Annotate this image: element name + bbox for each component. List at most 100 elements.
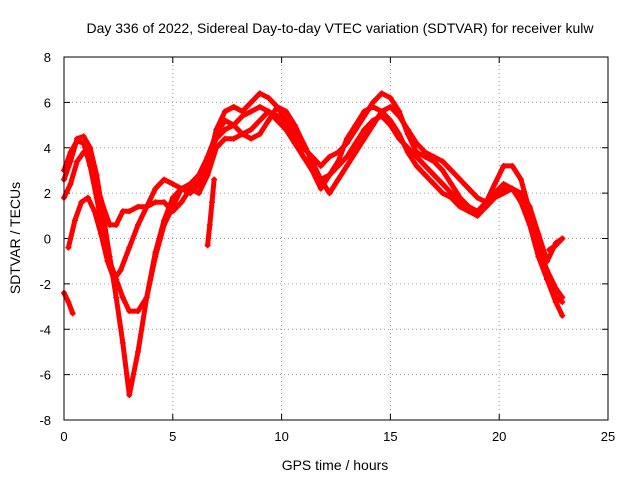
data-point bbox=[230, 135, 237, 142]
series-track-4 bbox=[65, 103, 566, 283]
series-track-6 bbox=[204, 176, 218, 249]
data-point bbox=[84, 194, 91, 201]
x-tick-label: 10 bbox=[274, 429, 288, 444]
data-point bbox=[126, 308, 133, 315]
data-point bbox=[65, 244, 72, 251]
data-point bbox=[465, 208, 472, 215]
data-point bbox=[291, 135, 298, 142]
y-tick-label: 2 bbox=[44, 186, 51, 201]
x-axis-label: GPS time / hours bbox=[282, 457, 389, 473]
data-point bbox=[396, 112, 403, 119]
data-point bbox=[152, 199, 159, 206]
data-point bbox=[430, 171, 437, 178]
data-point bbox=[119, 208, 126, 215]
x-tick-label: 20 bbox=[492, 429, 506, 444]
data-point bbox=[161, 176, 168, 183]
data-point bbox=[161, 199, 168, 206]
data-point bbox=[439, 167, 446, 174]
data-point bbox=[134, 203, 141, 210]
data-point bbox=[97, 230, 104, 237]
data-point bbox=[317, 162, 324, 169]
data-point bbox=[126, 244, 133, 251]
data-point bbox=[265, 94, 272, 101]
y-tick-label: -6 bbox=[39, 368, 51, 383]
data-point bbox=[204, 153, 211, 160]
data-point bbox=[439, 158, 446, 165]
data-point bbox=[457, 194, 464, 201]
data-point bbox=[404, 126, 411, 133]
data-point bbox=[67, 181, 74, 188]
data-point bbox=[248, 135, 255, 142]
data-point bbox=[343, 162, 350, 169]
data-point bbox=[195, 176, 202, 183]
data-point bbox=[113, 221, 120, 228]
data-point bbox=[256, 103, 263, 110]
data-point bbox=[230, 103, 237, 110]
data-point bbox=[317, 185, 324, 192]
data-point bbox=[404, 149, 411, 156]
data-point bbox=[248, 126, 255, 133]
data-point bbox=[69, 310, 76, 317]
plot-area bbox=[61, 90, 566, 399]
data-point bbox=[195, 190, 202, 197]
y-tick-label: -2 bbox=[39, 277, 51, 292]
x-tick-label: 15 bbox=[383, 429, 397, 444]
data-point bbox=[152, 249, 159, 256]
axis-tick-labels: 0 5 10 15 20 25 -8 -6 -4 -2 0 2 4 6 8 bbox=[39, 50, 615, 444]
data-point bbox=[117, 267, 124, 274]
data-point bbox=[413, 140, 420, 147]
y-tick-label: 6 bbox=[44, 95, 51, 110]
data-point bbox=[87, 144, 94, 151]
data-point bbox=[134, 221, 141, 228]
data-point bbox=[222, 126, 229, 133]
data-point bbox=[161, 217, 168, 224]
data-point bbox=[552, 299, 559, 306]
data-point bbox=[187, 185, 194, 192]
data-point bbox=[413, 162, 420, 169]
data-point bbox=[80, 133, 87, 140]
data-point bbox=[387, 103, 394, 110]
data-point bbox=[309, 158, 316, 165]
data-point bbox=[535, 230, 542, 237]
data-point bbox=[387, 117, 394, 124]
x-tick-label: 0 bbox=[60, 429, 67, 444]
data-point bbox=[119, 294, 126, 301]
data-point bbox=[335, 176, 342, 183]
data-point bbox=[352, 149, 359, 156]
data-point bbox=[178, 199, 185, 206]
data-point bbox=[422, 171, 429, 178]
data-point bbox=[457, 176, 464, 183]
data-point bbox=[544, 267, 551, 274]
grid bbox=[64, 57, 608, 420]
data-point bbox=[396, 131, 403, 138]
data-point bbox=[204, 171, 211, 178]
data-point bbox=[256, 90, 263, 97]
data-point bbox=[387, 94, 394, 101]
y-tick-label: 4 bbox=[44, 141, 51, 156]
data-point bbox=[152, 185, 159, 192]
data-point bbox=[239, 131, 246, 138]
data-point bbox=[517, 190, 524, 197]
data-point bbox=[369, 122, 376, 129]
data-point bbox=[544, 258, 551, 265]
data-point bbox=[239, 108, 246, 115]
data-point bbox=[439, 181, 446, 188]
series-track-5 bbox=[61, 289, 76, 317]
data-point bbox=[256, 131, 263, 138]
data-point bbox=[71, 217, 78, 224]
data-point bbox=[474, 194, 481, 201]
data-point bbox=[448, 167, 455, 174]
data-point bbox=[93, 181, 100, 188]
data-point bbox=[206, 221, 213, 228]
y-axis-label: SDTVAR / TECUs bbox=[7, 182, 23, 294]
data-point bbox=[343, 135, 350, 142]
data-point bbox=[352, 122, 359, 129]
data-point bbox=[178, 185, 185, 192]
data-point bbox=[361, 126, 368, 133]
data-point bbox=[300, 153, 307, 160]
y-tick-label: 8 bbox=[44, 50, 51, 65]
data-point bbox=[526, 203, 533, 210]
data-point bbox=[343, 153, 350, 160]
data-point bbox=[248, 108, 255, 115]
